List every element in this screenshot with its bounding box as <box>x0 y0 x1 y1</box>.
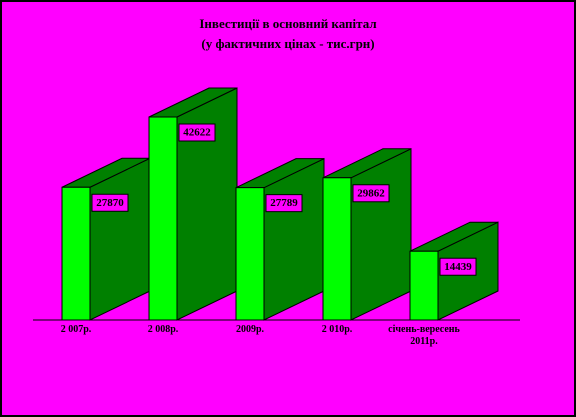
bar <box>322 177 352 321</box>
value-label-box <box>91 193 129 212</box>
value-label-box <box>178 123 216 142</box>
value-label: 14439 <box>444 261 472 273</box>
x-tick-label: 2009р. <box>235 324 265 335</box>
chart-subtitle: (у фактичних цінах - тис.грн) <box>201 36 374 51</box>
value-label: 27789 <box>270 197 298 209</box>
bar-side <box>176 87 238 321</box>
x-tick-label: 2 010р. <box>321 324 353 335</box>
bar-side <box>350 147 412 321</box>
x-tick-label: 2 008р. <box>147 324 179 335</box>
value-label-box <box>265 194 303 213</box>
bar <box>235 187 265 321</box>
value-label-box <box>439 257 477 276</box>
value-label: 27870 <box>96 197 124 209</box>
chart-title: Інвестиції в основний капітал <box>199 16 376 31</box>
bar <box>61 186 91 321</box>
value-label: 42622 <box>183 127 211 139</box>
bar <box>148 116 178 321</box>
x-tick-label: 2 007р. <box>60 324 92 335</box>
value-label-box <box>352 184 390 203</box>
bar <box>409 250 439 321</box>
x-tick-label: січень-вересень 2011р. <box>388 324 460 347</box>
value-label: 29862 <box>357 187 385 199</box>
